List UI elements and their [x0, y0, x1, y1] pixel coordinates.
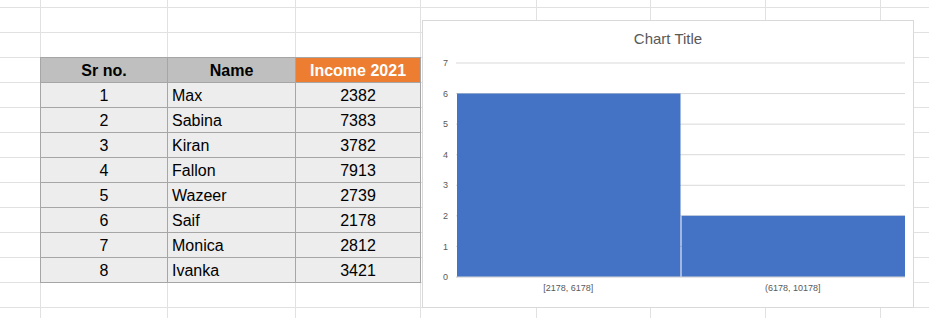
html-text:Sr no.: Sr no. — [81, 61, 127, 79]
html-text:4: 4 — [99, 161, 109, 179]
html-text:7383: 7383 — [340, 111, 376, 129]
svg-text:5: 5 — [443, 119, 448, 129]
html-text:5: 5 — [99, 186, 109, 204]
html-text:1: 1 — [99, 86, 109, 104]
html-text:Chart Title: Chart Title — [633, 30, 703, 47]
html-text:2739: 2739 — [340, 186, 376, 204]
html-text:Wazeer: Wazeer — [172, 186, 227, 204]
html-text:7: 7 — [99, 236, 109, 254]
html-text:Saif: Saif — [172, 211, 200, 229]
svg-text:2: 2 — [443, 211, 448, 221]
html-text:3782: 3782 — [340, 136, 376, 154]
html-text:Max: Max — [172, 86, 203, 104]
html-text:Fallon: Fallon — [172, 161, 216, 179]
svg-text:1: 1 — [443, 242, 448, 252]
html-text:Name: Name — [209, 61, 254, 79]
svg-text:7: 7 — [443, 58, 448, 68]
svg-text:3: 3 — [443, 180, 448, 190]
svg-text:4: 4 — [443, 150, 448, 160]
html-text:2178: 2178 — [340, 211, 376, 229]
svg-text:6: 6 — [443, 89, 448, 99]
html-text:Sabina: Sabina — [172, 111, 222, 129]
html-text:2812: 2812 — [340, 236, 376, 254]
html-text:3: 3 — [99, 136, 109, 154]
html-text:Monica: Monica — [172, 236, 224, 254]
html-text:Ivanka: Ivanka — [172, 261, 220, 279]
svg-text:(6178, 10178]: (6178, 10178] — [765, 283, 821, 293]
html-text:6: 6 — [99, 211, 109, 229]
html-text:3421: 3421 — [340, 261, 376, 279]
html-text:2382: 2382 — [340, 86, 376, 104]
svg-text:[2178, 6178]: [2178, 6178] — [543, 283, 593, 293]
svg-text:0: 0 — [443, 272, 448, 282]
html-text:7913: 7913 — [340, 161, 376, 179]
html-text:Kiran: Kiran — [172, 136, 210, 154]
html-text:8: 8 — [99, 261, 109, 279]
html-text:2: 2 — [99, 111, 109, 129]
html-text:Income 2021: Income 2021 — [310, 61, 406, 79]
